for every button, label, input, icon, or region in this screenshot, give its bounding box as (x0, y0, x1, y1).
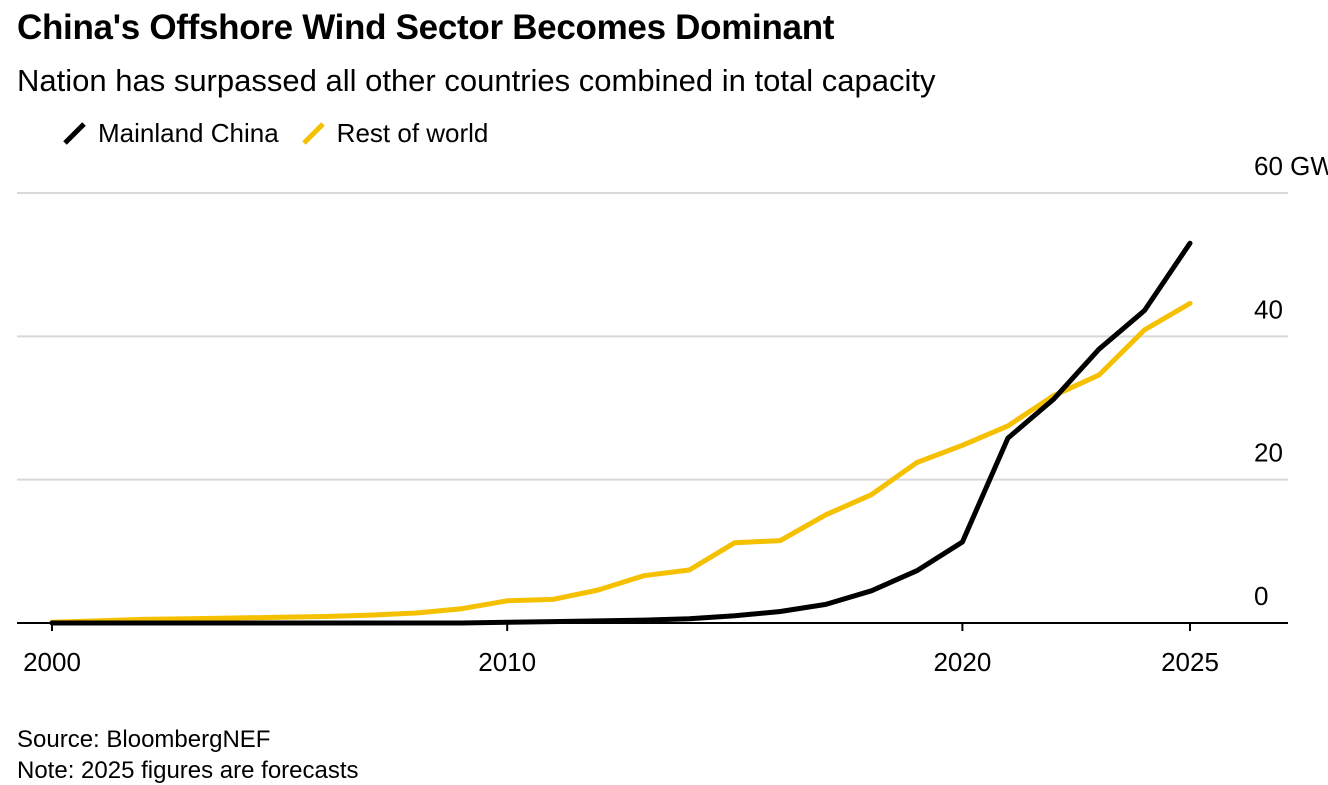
gridlines (17, 192, 1288, 481)
y-tick-label-3: 60 GW (1254, 151, 1328, 181)
y-tick-label-1: 20 (1254, 438, 1283, 468)
series-line-rest-of-world (49, 300, 1193, 625)
legend-swatch-rest-of-world-icon (301, 122, 325, 145)
forecast-note: Note: 2025 figures are forecasts (17, 757, 359, 784)
legend-swatch-china-icon (63, 122, 86, 145)
legend-label-rest-of-world: Rest of world (336, 117, 489, 148)
legend-label-china: Mainland China (98, 117, 279, 148)
legend-item-china: Mainland China (62, 118, 279, 149)
x-tick-label-2: 2020 (933, 647, 991, 677)
tick-labels: 0 20 40 60 GW 2000 2010 2020 2025 (23, 151, 1328, 677)
series-lines (49, 240, 1193, 626)
x-tick-label-1: 2010 (478, 647, 536, 677)
chart-subtitle: Nation has surpassed all other countries… (17, 63, 936, 98)
y-tick-label-0: 0 (1254, 581, 1268, 611)
x-tick-label-3: 2025 (1161, 647, 1219, 677)
x-tick-label-0: 2000 (23, 647, 81, 677)
legend-item-rest-of-world: Rest of world (301, 117, 489, 149)
legend: Mainland China Rest of world (62, 113, 510, 153)
source-note: Source: BloombergNEF (17, 726, 271, 753)
series-line-mainland-china (49, 240, 1193, 626)
y-tick-label-2: 40 (1254, 294, 1283, 324)
chart-title: China's Offshore Wind Sector Becomes Dom… (17, 8, 835, 47)
